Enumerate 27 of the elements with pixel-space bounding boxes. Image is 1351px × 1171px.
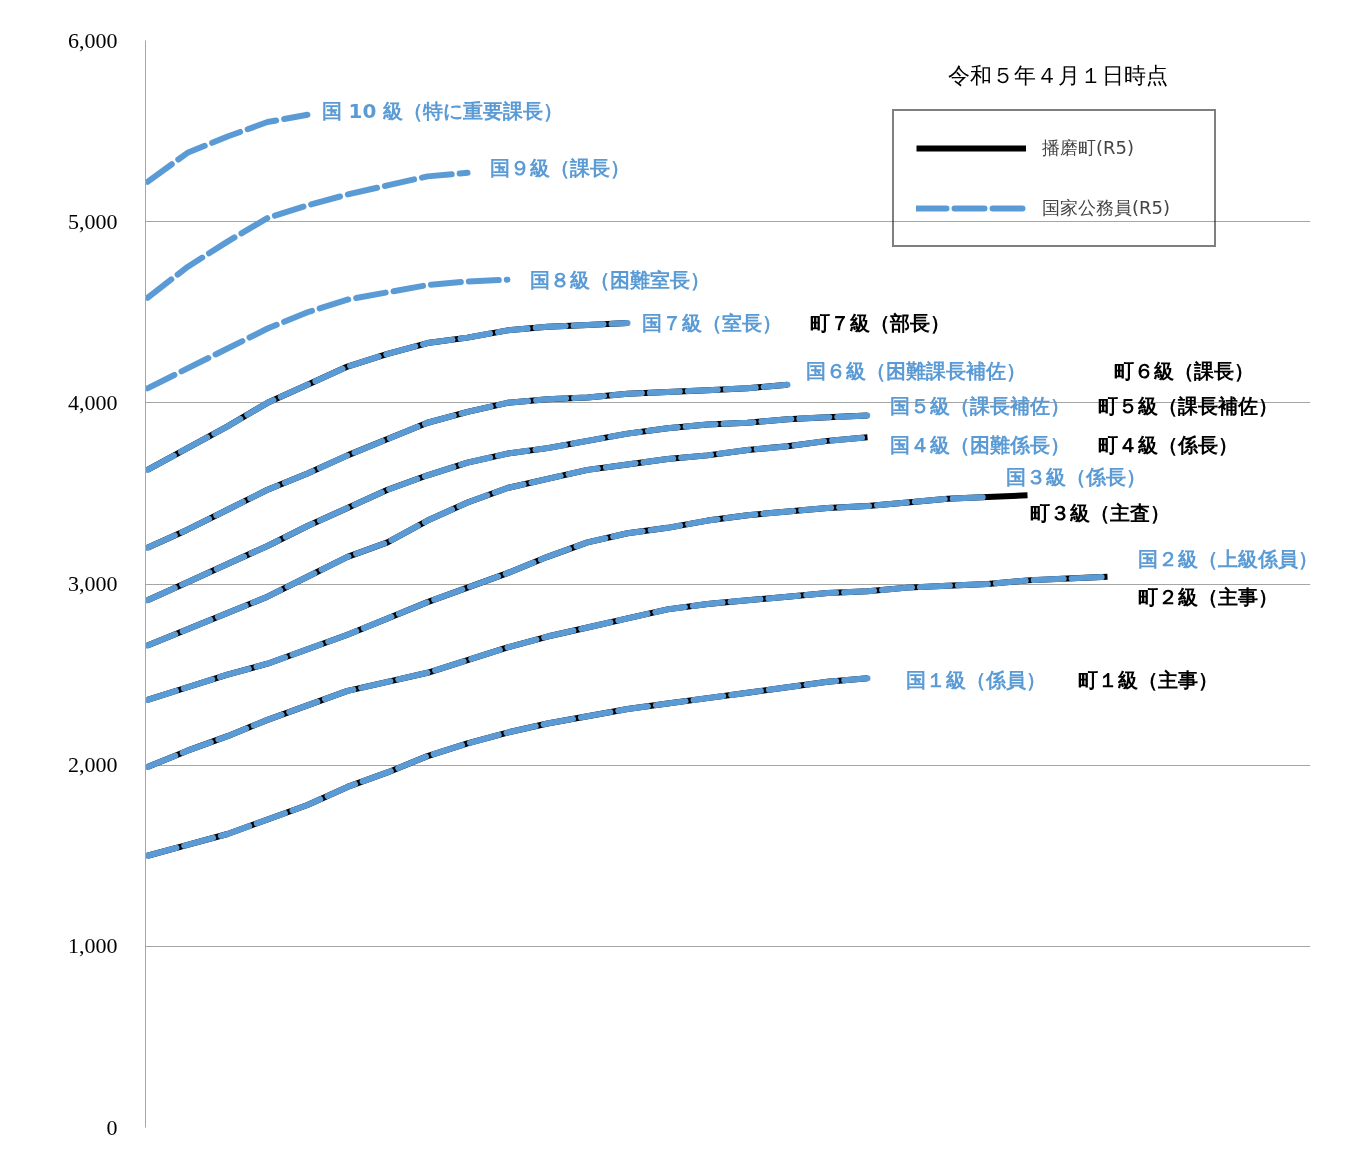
annotation: 町７級（部長） (809, 311, 950, 336)
text: 播磨町(R5) (1042, 136, 1135, 160)
annotation: 国１級（係員） (905, 668, 1046, 693)
annotation: 町４級（係長） (1097, 433, 1238, 458)
y-tick-label: 5,000 (68, 208, 118, 234)
annotation: 国 10 級（特に重要課長） (321, 98, 564, 123)
y-tick-label: 2,000 (68, 752, 118, 778)
text: 国家公務員(R5) (1042, 196, 1171, 220)
annotation: 国５級（課長補佐） (889, 393, 1070, 418)
y-tick-label: 1,000 (68, 933, 118, 959)
annotation: 国８級（困難室長） (529, 267, 710, 292)
text: 町２級（主事） (1137, 584, 1278, 609)
annotation: 町６級（課長） (1113, 358, 1254, 383)
y-tick-label: 3,000 (68, 571, 118, 596)
annotation: 国４級（困難係長） (889, 433, 1070, 458)
annotation: 国６級（困難課長補佐） (805, 358, 1026, 383)
y-tick-label: 0 (106, 1114, 118, 1140)
annotation: 国９級（課長） (489, 155, 630, 180)
annotation: 町３級（主査） (1029, 501, 1170, 526)
annotation: 国３級（係長） (1005, 465, 1146, 490)
y-tick-label: 6,000 (68, 27, 118, 53)
text: 国２級（上級係員） (1137, 546, 1318, 571)
annotation: 国７級（室長） (641, 311, 782, 336)
annotation: 町５級（課長補佐） (1097, 393, 1278, 418)
y-tick-label: 4,000 (68, 389, 118, 415)
annotation: 令和５年４月１日時点 (947, 62, 1168, 88)
annotation: 町１級（主事） (1077, 668, 1218, 693)
